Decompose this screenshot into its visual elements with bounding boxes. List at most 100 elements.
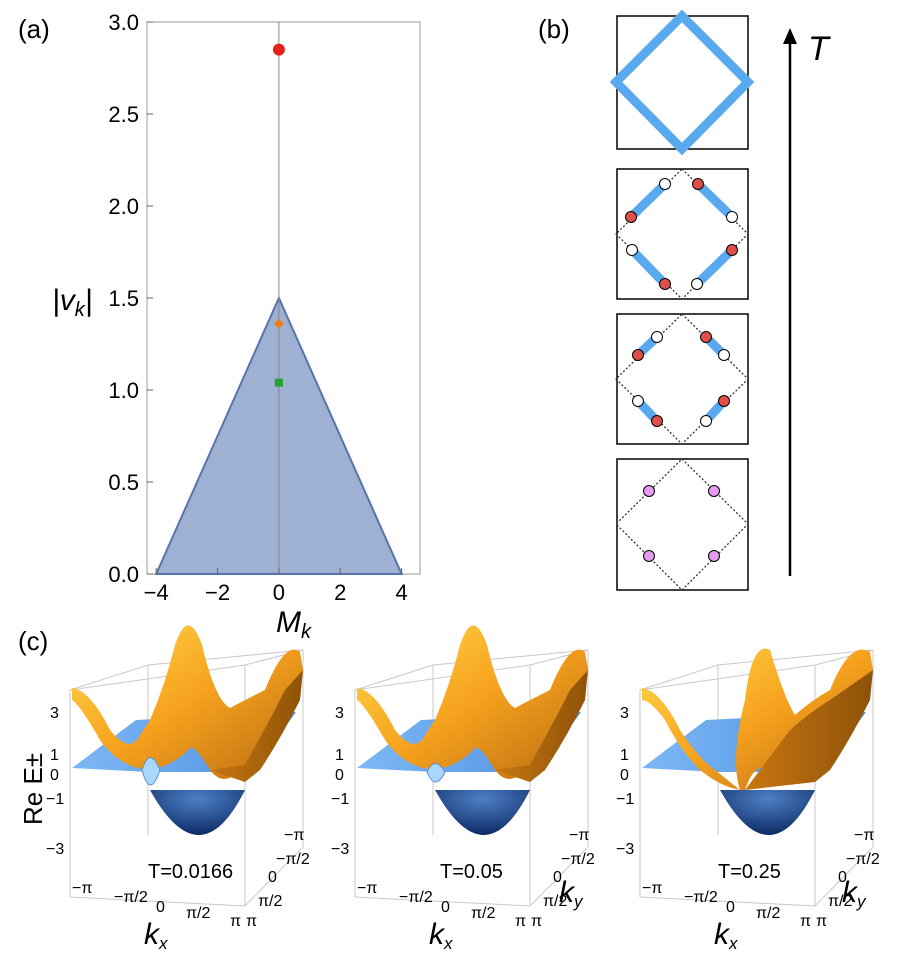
svg-text:0: 0 [726,899,735,916]
svg-text:0: 0 [335,767,344,784]
svg-text:0: 0 [553,869,562,886]
kx-axis-label: kx [714,918,738,953]
y-ticks: 0.0 0.5 1.0 1.5 2.0 2.5 3.0 [108,10,153,587]
svg-text:π: π [816,913,827,930]
svg-text:−1: −1 [616,791,634,808]
svg-text:−π/2: −π/2 [846,851,880,868]
svg-text:3: 3 [335,705,344,722]
kx-axis-label: kx [429,918,453,953]
kx-ticks: −π −π/2 0 π/2 π [642,880,811,930]
band-pinch [426,763,446,783]
arrow-head [783,28,797,44]
exceptional-points [625,178,738,290]
kx-axis-label: kx [144,918,168,953]
svg-text:π/2: π/2 [471,905,495,922]
svg-text:π/2: π/2 [258,893,282,910]
lower-bowl [150,790,245,835]
x-tick-label: 0 [273,580,285,605]
svg-text:π/2: π/2 [186,905,210,922]
ky-ticks: π π/2 0 −π/2 −π [816,827,880,930]
svg-text:−π/2: −π/2 [561,851,595,868]
y-tick-label: 1.5 [108,286,139,311]
svg-text:−3: −3 [46,841,64,858]
dotted-diamond [615,458,749,591]
temperature-text: T=0.25 [718,861,781,883]
svg-text:0: 0 [156,899,165,916]
kx-ticks: −π −π/2 0 π/2 π [357,880,526,930]
x-tick-label: 4 [395,580,407,605]
svg-text:π: π [800,913,811,930]
fermi-box-1 [616,15,749,150]
svg-text:−3: −3 [616,841,634,858]
y-tick-label: 0.0 [108,562,139,587]
panel-b: (b) [538,9,831,591]
svg-text:π/2: π/2 [756,905,780,922]
svg-text:−π/2: −π/2 [114,889,148,906]
exceptional-points [632,331,730,427]
svg-text:π: π [531,913,542,930]
svg-text:1: 1 [335,747,344,764]
surface-plot-3: T=0.25 3 1 0 −1 −3 −π −π/2 0 π/2 π kx π … [616,648,880,953]
ky-ticks: π π/2 0 −π/2 −π [246,827,310,930]
temperature-label: T [808,30,831,68]
temperature-text: T=0.05 [440,861,503,883]
svg-text:0: 0 [50,767,59,784]
y-tick-label: 2.5 [108,102,139,127]
svg-text:1: 1 [620,747,629,764]
z-ticks: 3 1 0 −1 −3 [46,705,64,858]
panel-a-label: (a) [18,14,50,44]
svg-text:0: 0 [441,899,450,916]
svg-text:−3: −3 [331,841,349,858]
panel-a: (a) 0.0 0.5 1.0 1.5 2.0 2.5 3.0 −4 −2 0 2 4 Mk |vk… [18,10,421,643]
x-tick-label: −4 [144,580,169,605]
svg-text:−π/2: −π/2 [399,889,433,906]
band-pinch [141,757,161,786]
marker-orange-diamond [273,318,284,329]
z-axis-label: Re E± [18,753,48,825]
panel-c: (c) Re E± T=0.0166 3 1 0 −1 − [18,625,880,953]
y-tick-label: 1.0 [108,378,139,403]
z-ticks: 3 1 0 −1 −3 [331,705,349,858]
upper-band [357,625,588,779]
marker-green-square [274,378,283,387]
fermi-box-2 [616,168,749,300]
svg-text:0: 0 [838,869,847,886]
ky-axis-label: ky [842,876,867,911]
ky-ticks: π π/2 0 −π/2 −π [531,827,595,930]
svg-text:π/2: π/2 [543,893,567,910]
svg-text:−π: −π [72,880,92,897]
temperature-text: T=0.0166 [148,861,233,883]
svg-text:−π: −π [854,827,874,844]
x-tick-label: −2 [205,580,230,605]
svg-text:1: 1 [50,747,59,764]
fermi-ring [609,9,755,156]
svg-text:−π: −π [284,827,304,844]
y-tick-label: 0.5 [108,470,139,495]
svg-text:−π/2: −π/2 [276,851,310,868]
svg-text:3: 3 [50,705,59,722]
bounding-box [354,649,589,907]
lower-bowl [720,790,815,835]
svg-text:−π: −π [569,827,589,844]
surface-plot-2: T=0.05 3 1 0 −1 −3 −π −π/2 0 π/2 π kx π … [331,625,595,953]
marker-red-circle [272,43,285,56]
svg-text:0: 0 [268,869,277,886]
upper-band-shadow [210,670,303,782]
svg-text:π: π [230,913,241,930]
svg-text:−π: −π [642,880,662,897]
x-tick-label: 2 [334,580,346,605]
upper-band-shadow [745,670,873,790]
svg-text:−π/2: −π/2 [684,889,718,906]
lower-bowl [435,790,530,835]
fermi-box-4 [616,458,749,591]
y-tick-label: 3.0 [108,10,139,35]
kx-ticks: −π −π/2 0 π/2 π [72,880,241,930]
merged-points [643,485,720,562]
svg-text:0: 0 [620,767,629,784]
z-ticks: 3 1 0 −1 −3 [616,705,634,858]
fermi-arcs [627,180,736,288]
x-axis-label: Mk [276,606,312,643]
svg-text:π: π [515,913,526,930]
svg-text:−1: −1 [46,791,64,808]
